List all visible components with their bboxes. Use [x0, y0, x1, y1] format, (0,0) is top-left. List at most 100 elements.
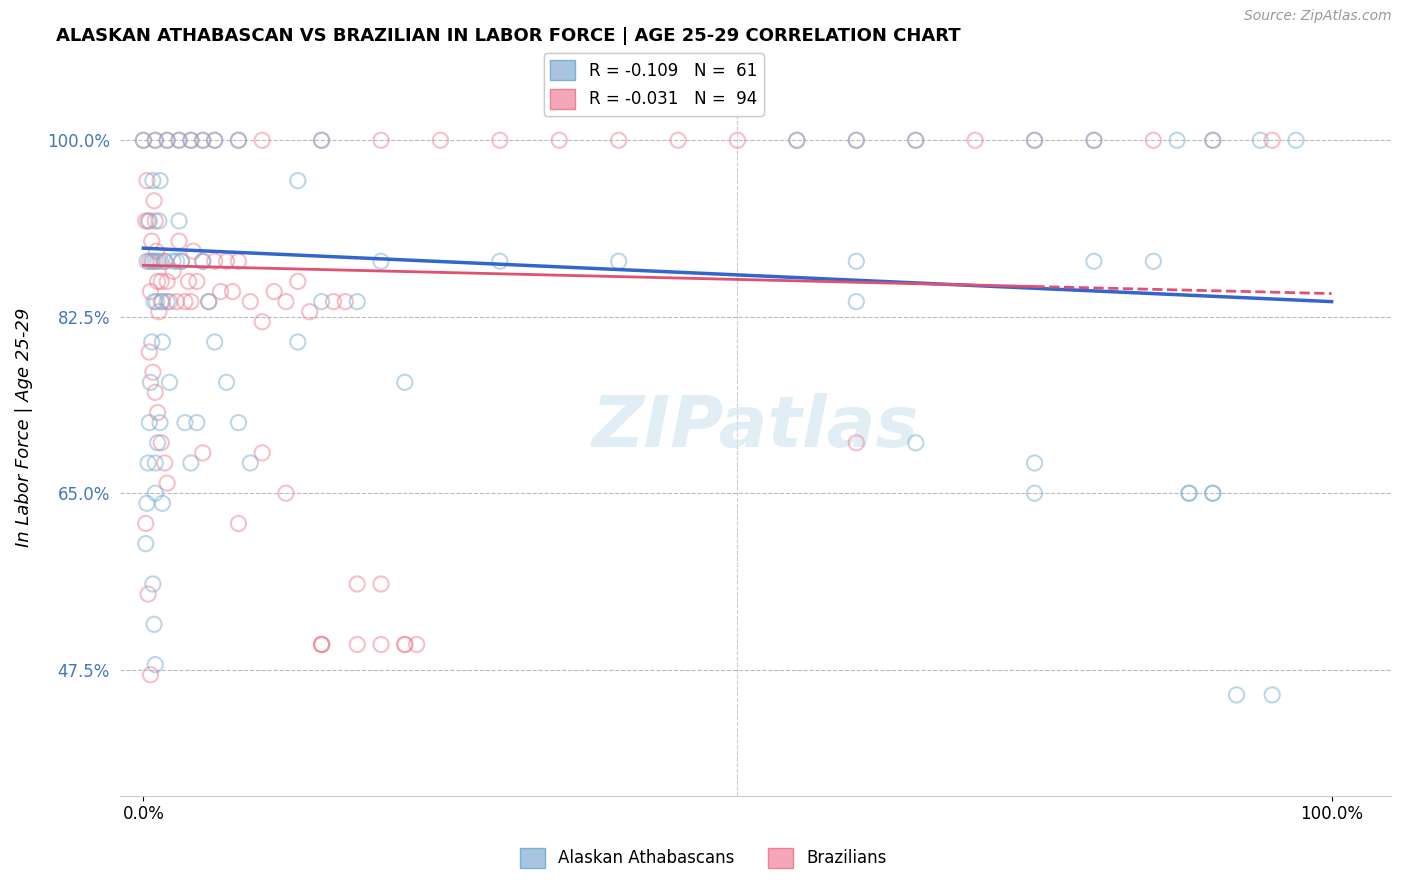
Alaskan Athabascans — [146, 254, 169, 268]
Alaskan Athabascans — [845, 294, 868, 309]
Point — [143, 456, 166, 470]
Brazilians — [666, 133, 689, 147]
Alaskan Athabascans — [149, 173, 172, 187]
Brazilians — [139, 285, 162, 299]
Brazilians — [1083, 133, 1105, 147]
Brazilians — [965, 133, 987, 147]
Point — [141, 334, 163, 349]
Alaskan Athabascans — [1083, 133, 1105, 147]
Point — [142, 577, 165, 591]
Brazilians — [159, 294, 181, 309]
Alaskan Athabascans — [1083, 254, 1105, 268]
Brazilians — [174, 294, 197, 309]
Brazilians — [177, 275, 200, 289]
Brazilians — [180, 294, 202, 309]
Alaskan Athabascans — [142, 173, 165, 187]
Brazilians — [132, 133, 155, 147]
Alaskan Athabascans — [287, 173, 309, 187]
Brazilians — [228, 254, 250, 268]
Brazilians — [274, 486, 297, 500]
Brazilians — [170, 254, 193, 268]
Alaskan Athabascans — [159, 376, 181, 390]
Brazilians — [311, 638, 333, 652]
Brazilians — [607, 133, 630, 147]
Brazilians — [136, 587, 159, 601]
Alaskan Athabascans — [1142, 254, 1164, 268]
Brazilians — [322, 294, 344, 309]
Brazilians — [335, 294, 357, 309]
Brazilians — [167, 133, 190, 147]
Brazilians — [143, 214, 166, 228]
Brazilians — [250, 133, 273, 147]
Alaskan Athabascans — [141, 254, 163, 268]
Brazilians — [142, 254, 165, 268]
Brazilians — [191, 446, 214, 460]
Alaskan Athabascans — [1178, 486, 1201, 500]
Brazilians — [370, 133, 392, 147]
Brazilians — [263, 285, 285, 299]
Brazilians — [548, 133, 571, 147]
Alaskan Athabascans — [162, 254, 184, 268]
Brazilians — [135, 214, 157, 228]
Alaskan Athabascans — [153, 254, 176, 268]
Brazilians — [139, 667, 162, 681]
Alaskan Athabascans — [1166, 133, 1188, 147]
Brazilians — [156, 476, 179, 491]
Brazilians — [287, 275, 309, 289]
Alaskan Athabascans — [1285, 133, 1308, 147]
Point — [136, 456, 159, 470]
Brazilians — [250, 446, 273, 460]
Brazilians — [167, 234, 190, 248]
Brazilians — [1142, 133, 1164, 147]
Alaskan Athabascans — [1202, 486, 1225, 500]
Brazilians — [228, 516, 250, 531]
Brazilians — [135, 516, 157, 531]
Alaskan Athabascans — [143, 254, 166, 268]
Alaskan Athabascans — [170, 254, 193, 268]
Alaskan Athabascans — [845, 133, 868, 147]
Alaskan Athabascans — [148, 214, 170, 228]
Brazilians — [298, 304, 321, 318]
Brazilians — [1024, 133, 1046, 147]
Alaskan Athabascans — [204, 133, 226, 147]
Alaskan Athabascans — [607, 254, 630, 268]
Point — [146, 435, 169, 450]
Alaskan Athabascans — [311, 133, 333, 147]
Alaskan Athabascans — [1225, 688, 1247, 702]
Alaskan Athabascans — [904, 435, 927, 450]
Brazilians — [145, 244, 167, 259]
Alaskan Athabascans — [191, 254, 214, 268]
Brazilians — [311, 638, 333, 652]
Alaskan Athabascans — [180, 133, 202, 147]
Brazilians — [148, 304, 170, 318]
Brazilians — [1202, 133, 1225, 147]
Brazilians — [239, 294, 262, 309]
Alaskan Athabascans — [1024, 486, 1046, 500]
Brazilians — [405, 638, 427, 652]
Brazilians — [197, 294, 219, 309]
Brazilians — [156, 275, 179, 289]
Brazilians — [142, 365, 165, 379]
Brazilians — [186, 275, 208, 289]
Alaskan Athabascans — [489, 254, 512, 268]
Point — [143, 657, 166, 672]
Alaskan Athabascans — [228, 416, 250, 430]
Brazilians — [138, 345, 160, 359]
Brazilians — [149, 254, 172, 268]
Point — [143, 486, 166, 500]
Alaskan Athabascans — [166, 254, 188, 268]
Point — [143, 617, 166, 632]
Point — [139, 376, 162, 390]
Alaskan Athabascans — [204, 334, 226, 349]
Alaskan Athabascans — [1178, 486, 1201, 500]
Brazilians — [150, 294, 173, 309]
Alaskan Athabascans — [1202, 133, 1225, 147]
Brazilians — [204, 133, 226, 147]
Alaskan Athabascans — [311, 294, 333, 309]
Text: Source: ZipAtlas.com: Source: ZipAtlas.com — [1244, 9, 1392, 23]
Alaskan Athabascans — [191, 133, 214, 147]
Brazilians — [146, 275, 169, 289]
Brazilians — [370, 577, 392, 591]
Brazilians — [346, 577, 368, 591]
Brazilians — [489, 133, 512, 147]
